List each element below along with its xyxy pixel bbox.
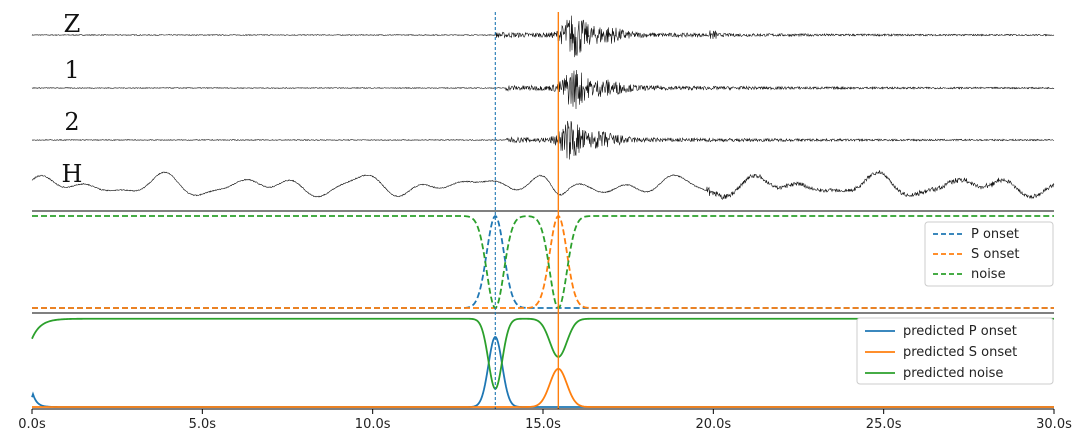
waveform-trace-2 <box>31 120 1055 160</box>
label-curve-s-onset <box>32 215 1054 309</box>
legend-label-s-onset: S onset <box>971 247 1019 262</box>
predictions-legend-box <box>856 317 1054 385</box>
predictions-legend: predicted P onset predicted S onset pred… <box>856 317 1054 385</box>
labels-panel <box>32 215 1054 309</box>
x-tick-label: 10.0s <box>355 417 391 432</box>
waveform-trace-1 <box>31 69 1055 109</box>
channel-label-1: 1 <box>64 56 79 84</box>
labels-legend-box <box>924 221 1054 287</box>
label-curve-p-onset <box>32 215 1054 309</box>
legend-label-noise: noise <box>971 267 1006 282</box>
x-tick-label: 20.0s <box>695 417 731 432</box>
labels-legend: P onset S onset noise <box>924 221 1054 287</box>
label-curve-noise <box>32 215 1054 309</box>
channel-label-h: H <box>62 160 83 188</box>
waveform-trace-h <box>31 170 1055 200</box>
channel-label-z: Z <box>64 10 81 38</box>
legend-label-p-onset: P onset <box>971 227 1019 242</box>
legend-label-predicted-p-onset: predicted P onset <box>903 324 1017 339</box>
pred-curve-predicted-s-onset <box>32 367 1054 408</box>
x-tick-label: 15.0s <box>525 417 561 432</box>
x-tick-label: 25.0s <box>866 417 902 432</box>
legend-label-predicted-s-onset: predicted S onset <box>903 345 1017 360</box>
x-axis: 0.0s 5.0s 10.0s 15.0s 20.0s 25.0s 30.0s <box>18 408 1072 432</box>
waveform-panel: Z 1 2 H <box>31 10 1055 200</box>
legend-label-predicted-noise: predicted noise <box>903 366 1003 381</box>
x-tick-label: 5.0s <box>189 417 217 432</box>
waveform-trace-z <box>31 15 1055 58</box>
channel-label-2: 2 <box>64 108 79 136</box>
x-tick-label: 0.0s <box>18 417 46 432</box>
x-tick-label: 30.0s <box>1036 417 1072 432</box>
